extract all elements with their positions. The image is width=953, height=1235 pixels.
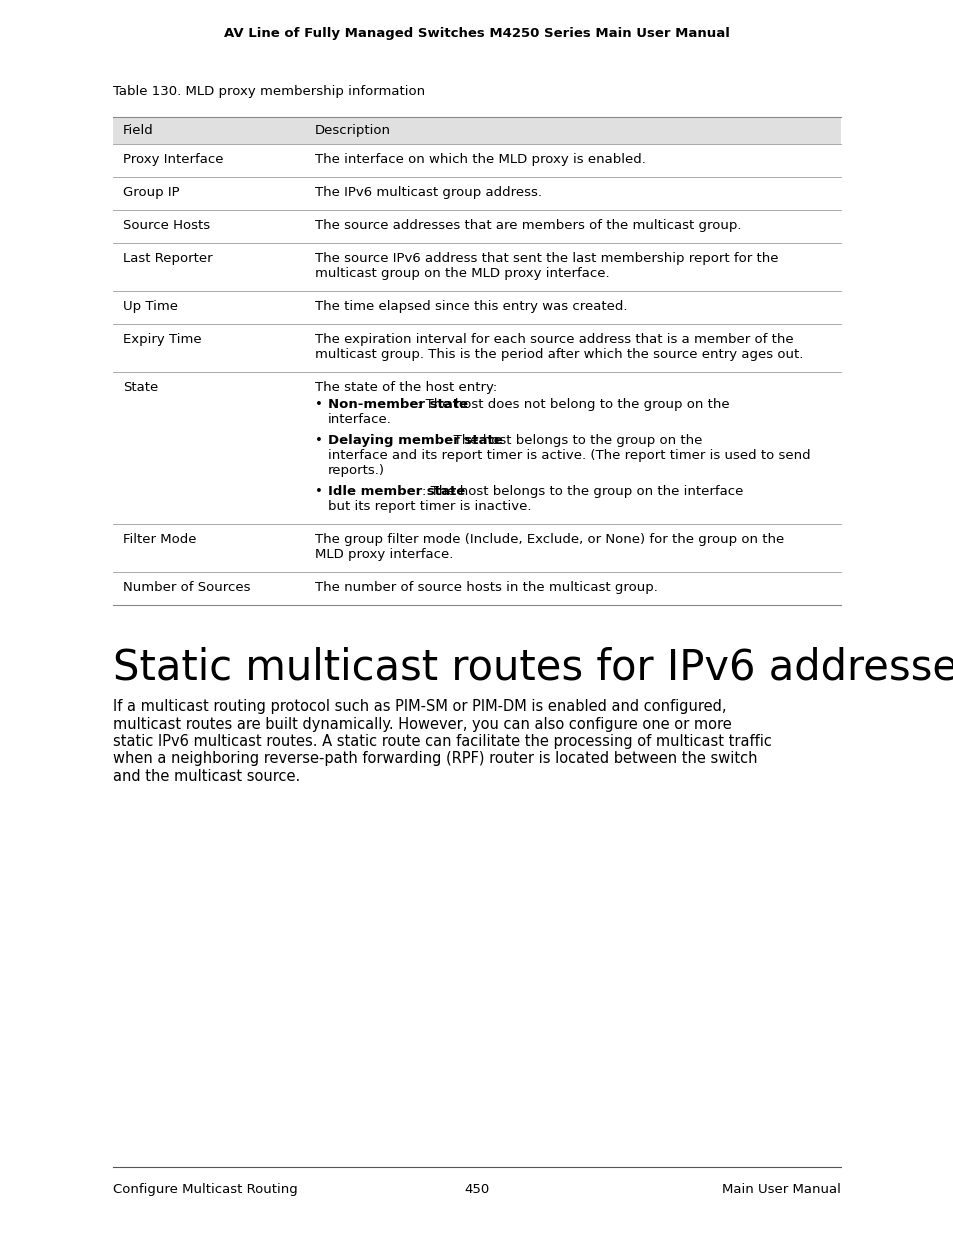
Text: static IPv6 multicast routes. A static route can facilitate the processing of mu: static IPv6 multicast routes. A static r… [112, 734, 771, 748]
Text: when a neighboring reverse-path forwarding (RPF) router is located between the s: when a neighboring reverse-path forwardi… [112, 752, 757, 767]
Text: multicast group on the MLD proxy interface.: multicast group on the MLD proxy interfa… [314, 267, 609, 280]
Text: The state of the host entry:: The state of the host entry: [314, 382, 497, 394]
Text: Proxy Interface: Proxy Interface [123, 153, 223, 165]
Text: •: • [314, 485, 322, 498]
Text: multicast routes are built dynamically. However, you can also configure one or m: multicast routes are built dynamically. … [112, 716, 731, 731]
Text: The interface on which the MLD proxy is enabled.: The interface on which the MLD proxy is … [314, 153, 645, 165]
Text: interface and its report timer is active. (The report timer is used to send: interface and its report timer is active… [328, 450, 810, 462]
Text: Filter Mode: Filter Mode [123, 534, 196, 546]
Text: Configure Multicast Routing: Configure Multicast Routing [112, 1183, 297, 1195]
Text: State: State [123, 382, 158, 394]
Text: Group IP: Group IP [123, 186, 179, 199]
Text: Idle member state: Idle member state [328, 485, 465, 498]
Text: MLD proxy interface.: MLD proxy interface. [314, 548, 453, 561]
Text: multicast group. This is the period after which the source entry ages out.: multicast group. This is the period afte… [314, 348, 802, 361]
Text: The expiration interval for each source address that is a member of the: The expiration interval for each source … [314, 333, 793, 346]
Text: but its report timer is inactive.: but its report timer is inactive. [328, 500, 531, 513]
Text: Expiry Time: Expiry Time [123, 333, 201, 346]
Text: •: • [314, 398, 322, 411]
Text: Last Reporter: Last Reporter [123, 252, 213, 266]
Text: The time elapsed since this entry was created.: The time elapsed since this entry was cr… [314, 300, 627, 312]
Text: AV Line of Fully Managed Switches M4250 Series Main User Manual: AV Line of Fully Managed Switches M4250 … [224, 27, 729, 40]
Text: •: • [314, 433, 322, 447]
Text: Field: Field [123, 124, 153, 137]
Text: The source addresses that are members of the multicast group.: The source addresses that are members of… [314, 219, 740, 232]
Text: The group filter mode (Include, Exclude, or None) for the group on the: The group filter mode (Include, Exclude,… [314, 534, 783, 546]
Text: : The host belongs to the group on the interface: : The host belongs to the group on the i… [422, 485, 743, 498]
Text: Number of Sources: Number of Sources [123, 580, 251, 594]
Text: Table 130. MLD proxy membership information: Table 130. MLD proxy membership informat… [112, 85, 425, 98]
Text: Source Hosts: Source Hosts [123, 219, 210, 232]
Text: interface.: interface. [328, 412, 392, 426]
Text: and the multicast source.: and the multicast source. [112, 769, 300, 784]
Text: : The host does not belong to the group on the: : The host does not belong to the group … [416, 398, 729, 411]
Text: 450: 450 [464, 1183, 489, 1195]
Text: Main User Manual: Main User Manual [721, 1183, 841, 1195]
Text: Static multicast routes for IPv6 addresses: Static multicast routes for IPv6 address… [112, 647, 953, 689]
Text: The source IPv6 address that sent the last membership report for the: The source IPv6 address that sent the la… [314, 252, 778, 266]
Text: : The host belongs to the group on the: : The host belongs to the group on the [444, 433, 701, 447]
Text: Up Time: Up Time [123, 300, 178, 312]
Text: The IPv6 multicast group address.: The IPv6 multicast group address. [314, 186, 541, 199]
Text: Delaying member state: Delaying member state [328, 433, 502, 447]
Text: The number of source hosts in the multicast group.: The number of source hosts in the multic… [314, 580, 658, 594]
Text: reports.): reports.) [328, 464, 385, 477]
Text: Non-member state: Non-member state [328, 398, 468, 411]
Text: Description: Description [314, 124, 391, 137]
Bar [112, 117, 841, 144]
Text: If a multicast routing protocol such as PIM-SM or PIM-DM is enabled and configur: If a multicast routing protocol such as … [112, 699, 726, 714]
